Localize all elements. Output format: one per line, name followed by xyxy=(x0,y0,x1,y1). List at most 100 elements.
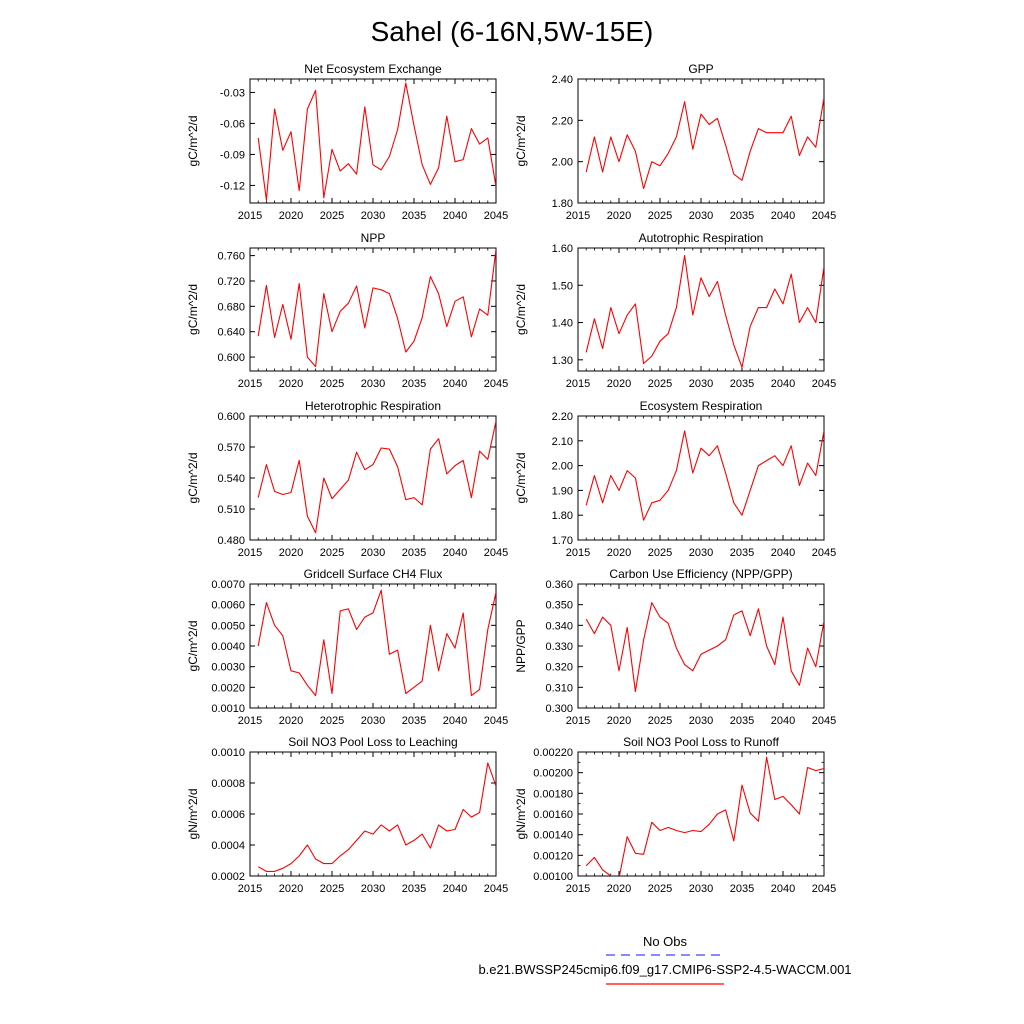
x-tick-label: 2015 xyxy=(566,210,590,222)
y-axis-label: gC/m^2/d xyxy=(186,284,200,335)
y-tick-label: 0.00200 xyxy=(533,768,573,780)
x-tick-label: 2020 xyxy=(607,378,631,390)
series-line xyxy=(257,249,496,368)
x-tick-label: 2030 xyxy=(689,210,713,222)
plot-frame xyxy=(249,583,497,709)
x-tick-label: 2035 xyxy=(402,210,426,222)
x-tick-label: 2045 xyxy=(484,210,508,222)
y-tick-label: 0.0030 xyxy=(211,662,245,674)
y-axis-label: gC/m^2/d xyxy=(186,116,200,167)
y-tick-label: 0.340 xyxy=(545,620,573,632)
x-tick-label: 2015 xyxy=(566,715,590,727)
y-tick-label: 0.310 xyxy=(545,682,573,694)
x-tick-label: 2035 xyxy=(402,547,426,559)
x-tick-label: 2030 xyxy=(689,547,713,559)
x-tick-label: 2015 xyxy=(566,378,590,390)
x-tick-label: 2045 xyxy=(484,547,508,559)
chart-panel-1: Net Ecosystem Exchange gC/m^2/d 2015 2020 20… xyxy=(186,62,508,222)
x-tick-label: 2025 xyxy=(648,210,672,222)
x-tick-label: 2035 xyxy=(730,883,754,895)
x-tick-label: 2020 xyxy=(279,883,303,895)
panel-title: Net Ecosystem Exchange xyxy=(304,62,442,76)
x-tick-label: 2045 xyxy=(812,210,836,222)
y-tick-label: 0.0040 xyxy=(211,641,245,653)
panel-title: Gridcell Surface CH4 Flux xyxy=(304,567,443,581)
x-tick-label: 2020 xyxy=(279,715,303,727)
panel-title: Heterotrophic Respiration xyxy=(305,399,441,413)
x-tick-label: 2045 xyxy=(812,715,836,727)
series-line xyxy=(585,97,824,190)
legend-model-label: b.e21.BWSSP245cmip6.f09_g17.CMIP6-SSP2-4… xyxy=(478,962,851,977)
legend-obs-label: No Obs xyxy=(643,934,688,949)
series-line xyxy=(257,762,496,872)
panel-title: GPP xyxy=(688,62,713,76)
x-tick-label: 2045 xyxy=(484,883,508,895)
series-line xyxy=(257,589,496,697)
chart-panel-6: Ecosystem Respiration gC/m^2/d 2015 2020 202… xyxy=(514,399,836,559)
x-tick-label: 2040 xyxy=(771,547,795,559)
y-tick-label: 2.20 xyxy=(552,115,573,127)
y-tick-label: 1.50 xyxy=(552,280,573,292)
x-tick-label: 2015 xyxy=(238,547,262,559)
y-tick-label: 0.640 xyxy=(217,327,245,339)
figure-title: Sahel (6-16N,5W-15E) xyxy=(371,16,654,47)
series-line xyxy=(585,602,824,693)
x-tick-label: 2035 xyxy=(402,378,426,390)
y-tick-label: 0.0002 xyxy=(211,871,245,883)
y-tick-label: 0.350 xyxy=(545,600,573,612)
x-tick-label: 2020 xyxy=(279,547,303,559)
chart-panel-2: GPP gC/m^2/d 2015 2020 2025 2030 2035 2040 2045 1… xyxy=(514,62,836,222)
x-tick-label: 2025 xyxy=(648,547,672,559)
x-tick-label: 2040 xyxy=(443,715,467,727)
x-tick-label: 2035 xyxy=(730,715,754,727)
x-tick-label: 2020 xyxy=(607,210,631,222)
x-tick-label: 2015 xyxy=(238,210,262,222)
x-tick-label: 2020 xyxy=(279,378,303,390)
y-tick-label: 0.0004 xyxy=(211,840,245,852)
x-tick-label: 2040 xyxy=(443,210,467,222)
y-tick-label: 0.570 xyxy=(217,442,245,454)
panel-title: NPP xyxy=(361,231,386,245)
series-line xyxy=(585,254,824,368)
x-tick-label: 2025 xyxy=(320,883,344,895)
y-axis-label: gC/m^2/d xyxy=(514,284,528,335)
y-tick-label: 0.510 xyxy=(217,504,245,516)
y-tick-label: 2.40 xyxy=(552,74,573,86)
y-tick-label: 0.00160 xyxy=(533,809,573,821)
x-tick-label: 2025 xyxy=(648,715,672,727)
series-line xyxy=(585,430,824,521)
y-tick-label: 0.0006 xyxy=(211,809,245,821)
y-tick-label: -0.12 xyxy=(220,180,245,192)
x-tick-label: 2035 xyxy=(730,547,754,559)
x-tick-label: 2015 xyxy=(566,883,590,895)
x-tick-label: 2015 xyxy=(238,378,262,390)
x-tick-label: 2040 xyxy=(771,210,795,222)
y-tick-label: 0.330 xyxy=(545,641,573,653)
chart-panel-10: Soil NO3 Pool Loss to Runoff gN/m^2/d 2015… xyxy=(514,735,836,895)
y-tick-label: 0.680 xyxy=(217,301,245,313)
y-axis-label: gN/m^2/d xyxy=(186,789,200,840)
y-tick-label: 0.0010 xyxy=(211,703,245,715)
chart-panel-7: Gridcell Surface CH4 Flux gC/m^2/d 2015 202… xyxy=(186,567,508,727)
x-tick-label: 2035 xyxy=(402,883,426,895)
y-tick-label: 0.00220 xyxy=(533,747,573,759)
y-tick-label: 1.90 xyxy=(552,485,573,497)
y-axis-label: gN/m^2/d xyxy=(514,789,528,840)
chart-panel-5: Heterotrophic Respiration gC/m^2/d 2015 202… xyxy=(186,399,508,559)
x-tick-label: 2015 xyxy=(238,883,262,895)
x-tick-label: 2030 xyxy=(689,378,713,390)
x-tick-label: 2045 xyxy=(812,547,836,559)
plot-frame xyxy=(249,751,497,877)
panel-title: Soil NO3 Pool Loss to Leaching xyxy=(288,735,457,749)
x-tick-label: 2030 xyxy=(361,715,385,727)
y-tick-label: 1.80 xyxy=(552,198,573,210)
x-tick-label: 2030 xyxy=(361,547,385,559)
x-tick-label: 2025 xyxy=(320,210,344,222)
x-tick-label: 2045 xyxy=(812,883,836,895)
y-tick-label: 0.720 xyxy=(217,276,245,288)
y-tick-label: 2.00 xyxy=(552,157,573,169)
x-tick-label: 2045 xyxy=(484,715,508,727)
y-tick-label: 1.40 xyxy=(552,318,573,330)
x-tick-label: 2040 xyxy=(443,883,467,895)
x-tick-label: 2020 xyxy=(279,210,303,222)
